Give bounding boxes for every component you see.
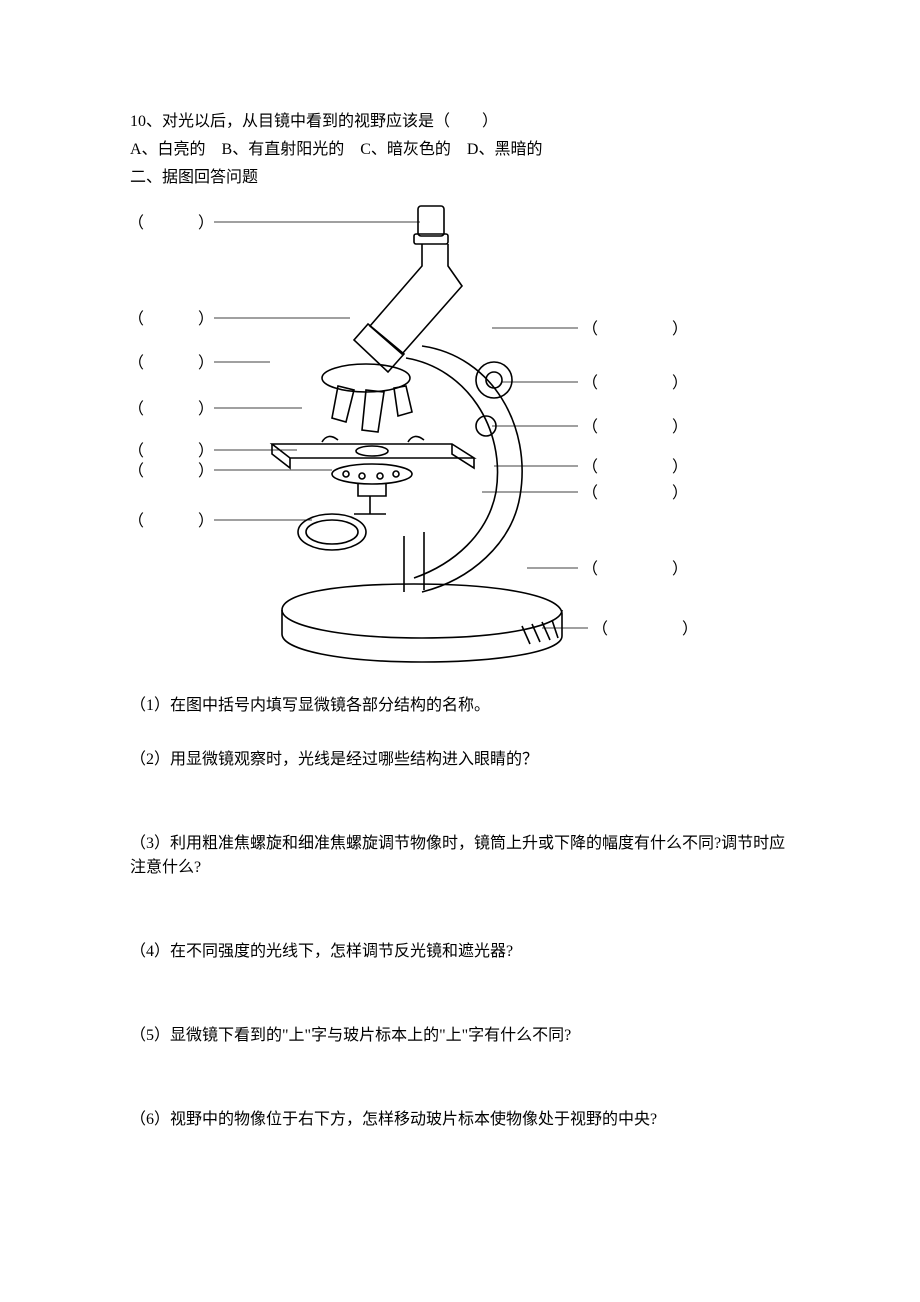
sub-questions: （1）在图中括号内填写显微镜各部分结构的名称。 （2）用显微镜观察时，光线是经过…: [130, 694, 790, 1132]
svg-text:）: ）: [672, 458, 688, 476]
microscope-diagram: （ ） （ ） （ ） （ ） （ ） （ ） （ ） （ ） （ ） （ ） （ ） （ ） （ ） （ ）: [122, 196, 782, 676]
svg-text:（: （: [128, 462, 144, 480]
svg-text:（: （: [128, 400, 144, 418]
microscope-svg: （ ） （ ） （ ） （ ） （ ） （ ） （ ） （ ） （ ） （ ） （ ） （ ） （ ） （ ）: [122, 196, 782, 676]
svg-text:）: ）: [198, 310, 214, 328]
subq-3: （3）利用粗准焦螺旋和细准焦螺旋调节物像时，镜筒上升或下降的幅度有什么不同?调节…: [130, 832, 790, 880]
svg-text:（: （: [128, 512, 144, 530]
exam-page: 10、对光以后，从目镜中看到的视野应该是（ ） A、白亮的 B、有直射阳光的 C…: [0, 0, 920, 1302]
svg-text:）: ）: [672, 374, 688, 392]
svg-text:（: （: [128, 442, 144, 460]
svg-text:（: （: [592, 620, 608, 638]
svg-text:（: （: [128, 354, 144, 372]
svg-text:（: （: [582, 418, 598, 436]
svg-text:）: ）: [198, 442, 214, 460]
subq-2: （2）用显微镜观察时，光线是经过哪些结构进入眼睛的？: [130, 748, 790, 772]
svg-text:）: ）: [198, 512, 214, 530]
subq-1: （1）在图中括号内填写显微镜各部分结构的名称。: [130, 694, 790, 718]
svg-text:）: ）: [672, 484, 688, 502]
svg-text:）: ）: [682, 620, 698, 638]
subq-6: （6）视野中的物像位于右下方，怎样移动玻片标本使物像处于视野的中央?: [130, 1108, 790, 1132]
svg-text:）: ）: [198, 354, 214, 372]
svg-text:）: ）: [198, 400, 214, 418]
svg-text:）: ）: [198, 214, 214, 232]
svg-text:）: ）: [672, 418, 688, 436]
svg-text:（: （: [582, 484, 598, 502]
svg-text:（: （: [128, 310, 144, 328]
svg-text:（: （: [128, 214, 144, 232]
svg-text:）: ）: [672, 320, 688, 338]
svg-text:（: （: [582, 458, 598, 476]
subq-5: （5）显微镜下看到的"上"字与玻片标本上的"上"字有什么不同?: [130, 1024, 790, 1048]
svg-text:（: （: [582, 374, 598, 392]
svg-text:（: （: [582, 560, 598, 578]
q10-stem: 10、对光以后，从目镜中看到的视野应该是（ ）: [130, 110, 790, 134]
subq-4: （4）在不同强度的光线下，怎样调节反光镜和遮光器?: [130, 940, 790, 964]
q10-options: A、白亮的 B、有直射阳光的 C、暗灰色的 D、黑暗的: [130, 138, 790, 162]
svg-text:（: （: [582, 320, 598, 338]
svg-text:）: ）: [672, 560, 688, 578]
section2-title: 二、据图回答问题: [130, 166, 790, 190]
svg-text:）: ）: [198, 462, 214, 480]
